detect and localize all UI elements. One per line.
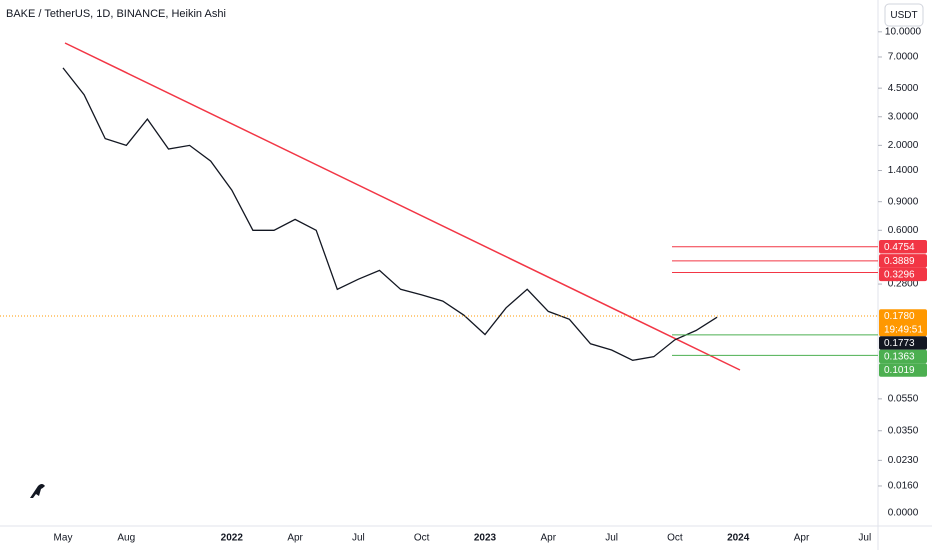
price-label: 0.1019: [884, 365, 915, 376]
currency-button[interactable]: [884, 3, 924, 27]
y-tick-label: 0.6000: [888, 225, 919, 236]
price-label: 0.1363: [884, 352, 915, 363]
y-tick-label: 0.9000: [888, 196, 919, 207]
price-line: [62, 67, 718, 361]
chart-title: BAKE / TetherUS, 1D, BINANCE, Heikin Ash…: [6, 8, 226, 20]
trend-line: [64, 42, 741, 371]
y-tick-label: 4.5000: [888, 83, 919, 94]
y-tick-label: 0.0230: [888, 455, 919, 466]
x-tick-label: Jul: [858, 533, 871, 544]
x-tick-label: Oct: [414, 533, 430, 544]
x-tick-label: 2023: [474, 533, 497, 544]
price-label: 0.4754: [884, 242, 915, 253]
x-tick-label: Apr: [794, 533, 810, 544]
x-tick-label: Jul: [605, 533, 618, 544]
x-tick-label: Apr: [287, 533, 303, 544]
y-floor-label: 0.0000: [888, 508, 919, 519]
price-label-box: [879, 349, 927, 364]
y-tick-label: 0.0350: [888, 425, 919, 436]
x-tick-label: 2022: [221, 533, 244, 544]
price-label-box: [879, 254, 927, 268]
price-label: 0.3889: [884, 256, 915, 267]
price-label-box: [879, 267, 927, 282]
countdown: 19:49:51: [884, 325, 923, 336]
price-label: 0.1773: [884, 338, 915, 349]
y-tick-label: 0.2800: [888, 279, 919, 290]
y-tick-label: 10.0000: [885, 26, 922, 37]
y-tick-label: 7.0000: [888, 52, 919, 63]
x-tick-label: Oct: [667, 533, 683, 544]
y-tick-label: 2.0000: [888, 140, 919, 151]
x-tick-label: Jul: [352, 533, 365, 544]
x-tick-label: 2024: [727, 533, 750, 544]
y-tick-label: 0.0160: [888, 481, 919, 492]
price-label-box: [879, 309, 927, 337]
price-label-box: [879, 363, 927, 377]
x-tick-label: Apr: [541, 533, 557, 544]
y-tick-label: 3.0000: [888, 111, 919, 122]
price-label: 0.3296: [884, 270, 915, 281]
x-tick-label: Aug: [117, 533, 135, 544]
y-tick-label: 1.4000: [888, 165, 919, 176]
x-tick-label: May: [54, 533, 73, 544]
price-label-box: [879, 336, 927, 350]
price-label-box: [879, 239, 927, 254]
price-label: 0.1780: [884, 311, 915, 322]
logo[interactable]: [30, 484, 45, 498]
y-tick-label: 0.0550: [888, 393, 919, 404]
currency-label[interactable]: USDT: [890, 10, 917, 21]
